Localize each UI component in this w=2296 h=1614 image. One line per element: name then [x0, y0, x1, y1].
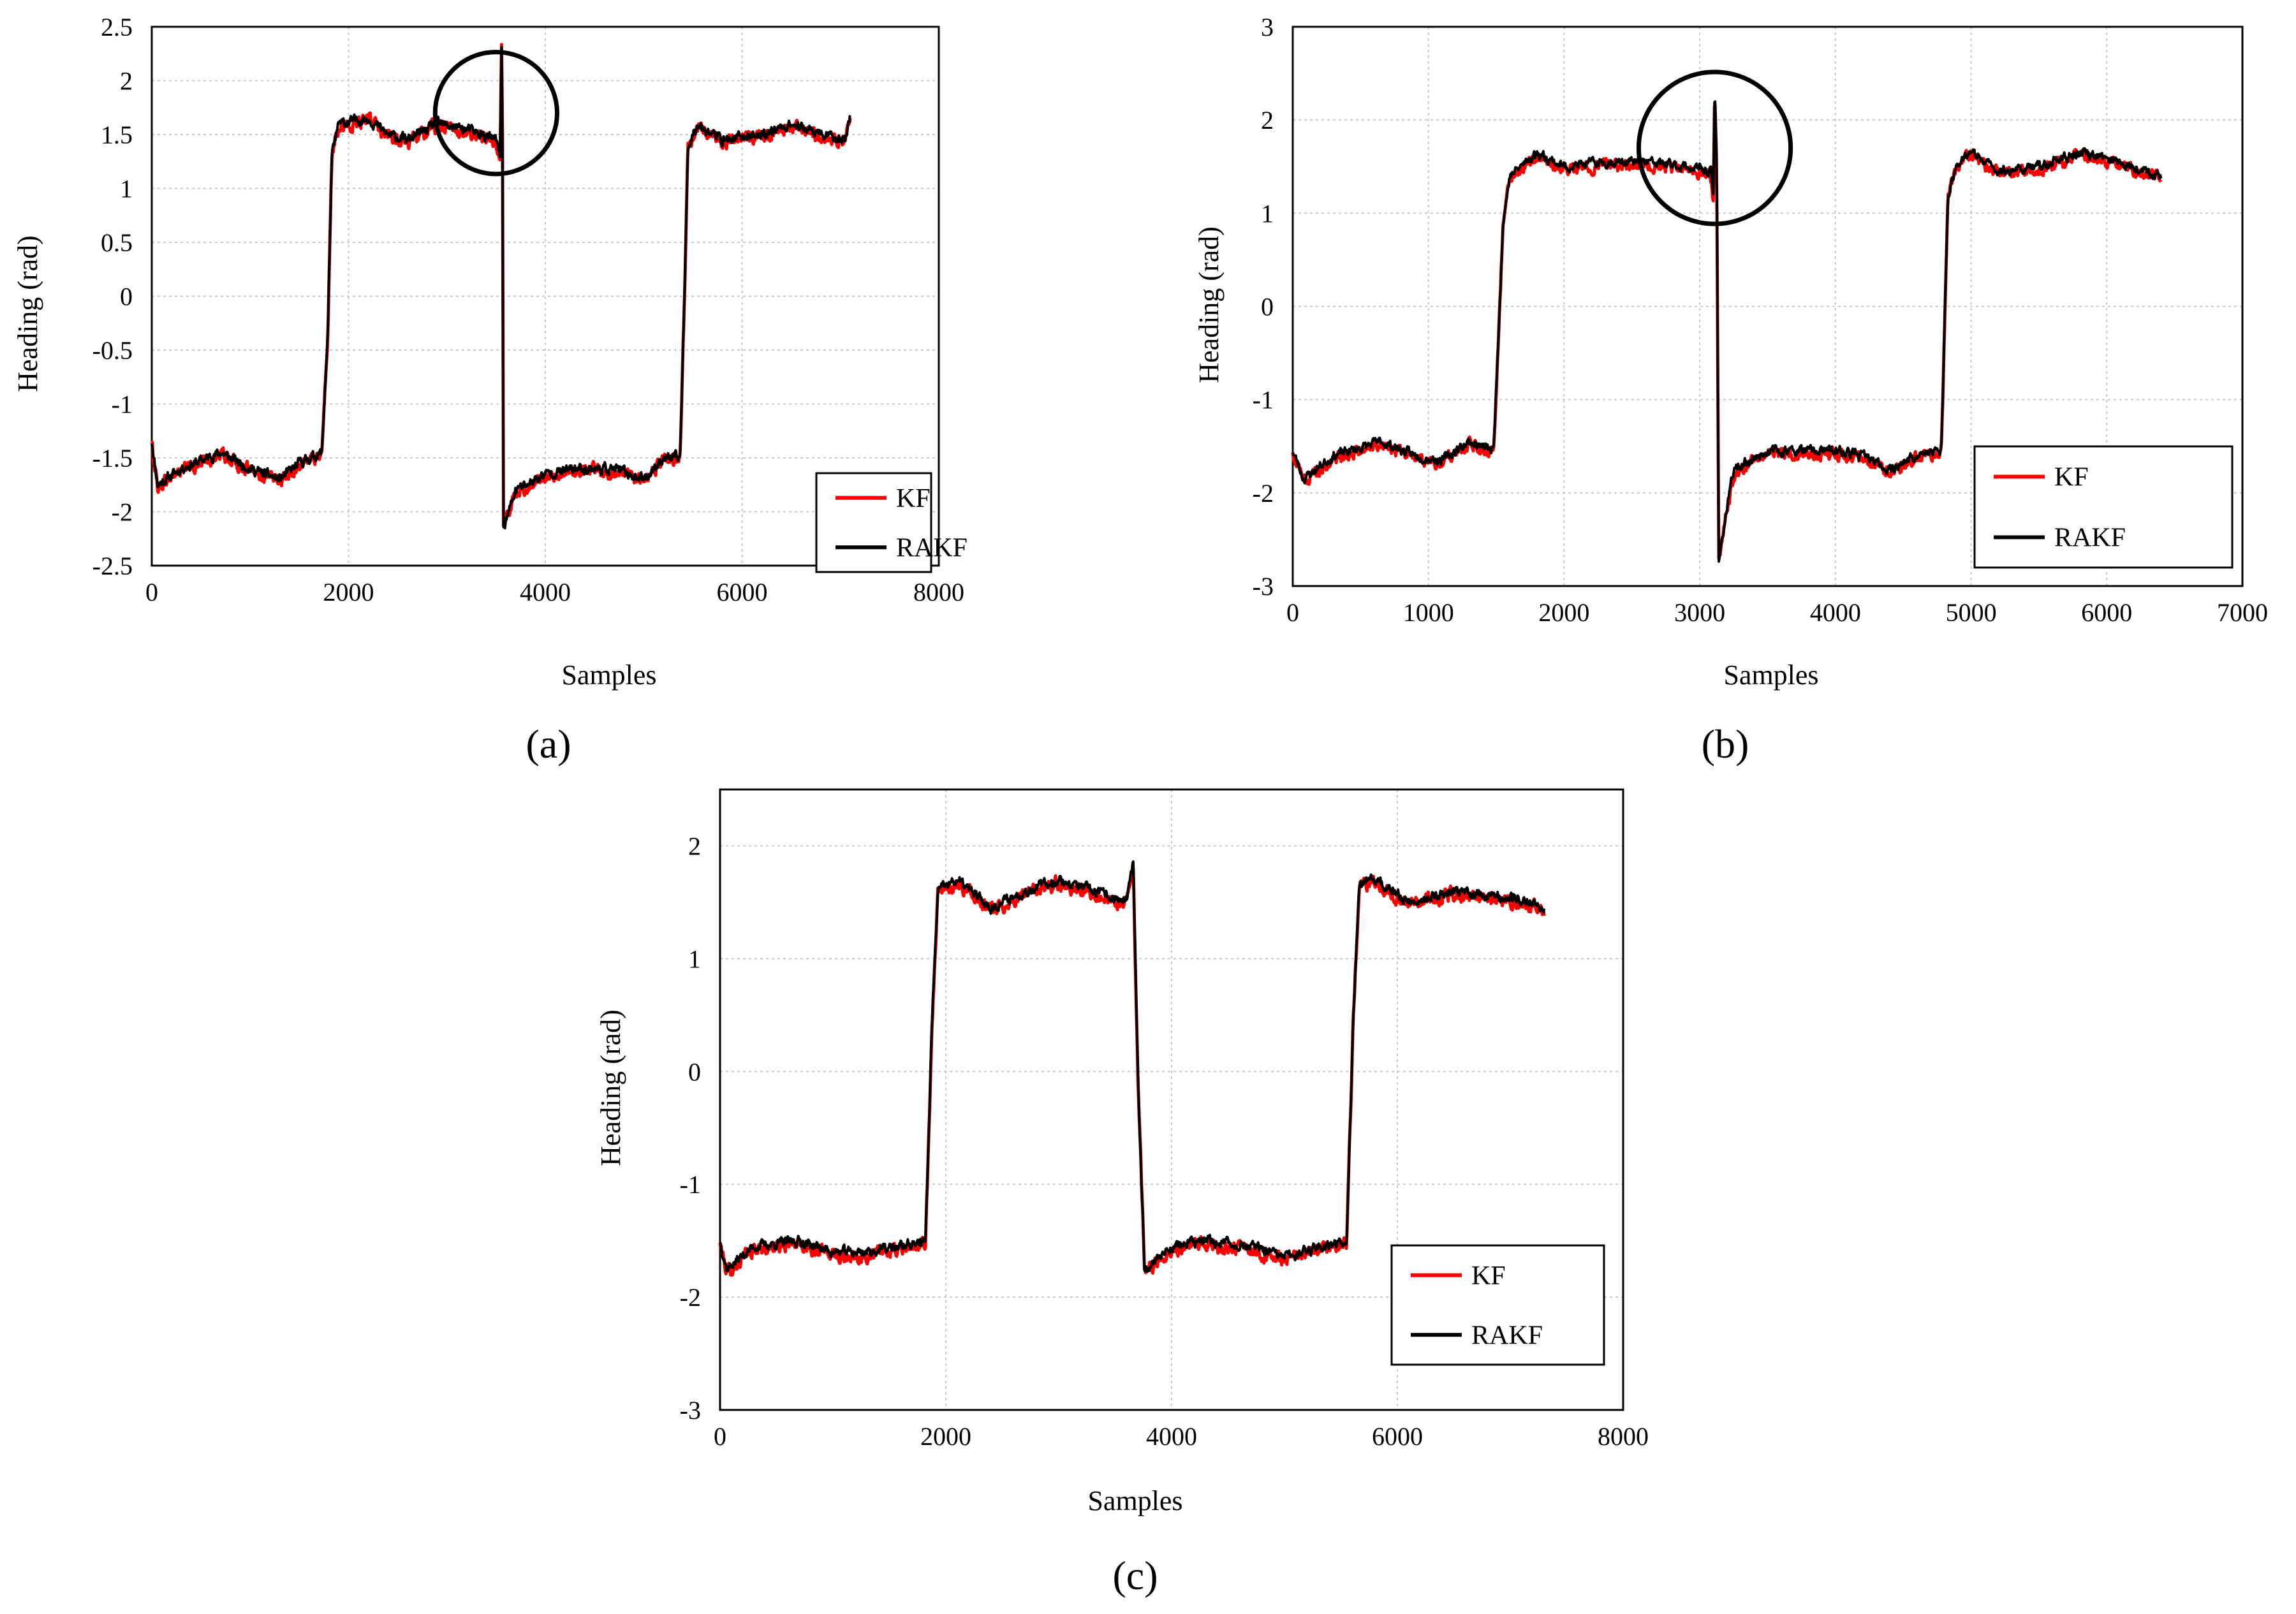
x-tick-label: 0: [145, 578, 158, 606]
y-tick-label: -2: [680, 1283, 701, 1312]
y-tick-label: -3: [680, 1396, 701, 1425]
legend-label-rakf: RAKF: [896, 533, 968, 562]
legend: KF RAKF: [1973, 445, 2233, 569]
x-tick-label: 3000: [1674, 598, 1725, 627]
x-tick-label: 4000: [520, 578, 571, 606]
chart-c-panel-label: (c): [1112, 1553, 1158, 1598]
chart-a-ylabel: Heading (rad): [12, 235, 43, 392]
plot-area-frame: [1292, 26, 2244, 587]
highlight-circle: [432, 50, 560, 177]
y-tick-label: 2: [120, 67, 133, 96]
chart-b: Heading (rad) Samples (b) 0 1000 2000 3000 4…: [1193, 13, 2268, 767]
chart-a-panel-label: (a): [526, 721, 571, 767]
x-tick-label: 2000: [1538, 598, 1589, 627]
plot-area-frame: [719, 788, 1624, 1411]
plot-area-frame: [151, 26, 940, 567]
y-tick-label: -1: [680, 1170, 701, 1199]
highlight-circle: [1636, 70, 1793, 226]
y-tick-label: 3: [1261, 13, 1274, 41]
chart-c-xlabel: Samples: [1087, 1485, 1182, 1516]
x-tick-label: 4000: [1146, 1422, 1197, 1451]
y-tick-label: -1: [112, 390, 133, 419]
legend: KF RAKF: [1390, 1244, 1605, 1366]
y-tick-label: -1.5: [92, 444, 133, 473]
x-tick-label: 5000: [1946, 598, 1997, 627]
y-tick-label: 1: [688, 944, 701, 973]
y-tick-label: -2.5: [92, 552, 133, 580]
y-tick-label: 1: [120, 175, 133, 203]
x-tick-label: 8000: [913, 578, 964, 606]
legend-label-rakf: RAKF: [2054, 524, 2126, 553]
x-tick-label: 6000: [717, 578, 768, 606]
x-tick-label: 0: [1286, 598, 1299, 627]
x-tick-label: 8000: [1598, 1422, 1649, 1451]
y-tick-label: 2: [688, 832, 701, 860]
x-tick-label: 7000: [2217, 598, 2268, 627]
y-tick-label: 0: [688, 1057, 701, 1086]
chart-a: Heading (rad) Samples (a) 0 2000 4000 6000 8…: [12, 13, 968, 767]
chart-b-ylabel: Heading (rad): [1193, 226, 1225, 383]
series-line-rakf: [1292, 100, 2163, 563]
y-tick-label: 0.5: [101, 228, 133, 257]
legend-label-rakf: RAKF: [1471, 1321, 1543, 1350]
series-line-rakf: [719, 860, 1546, 1273]
x-tick-label: 1000: [1403, 598, 1454, 627]
y-tick-label: 1.5: [101, 121, 133, 149]
chart-a-xlabel: Samples: [561, 659, 656, 691]
y-tick-label: -0.5: [92, 336, 133, 365]
legend-box: [1973, 445, 2233, 569]
x-tick-label: 2000: [920, 1422, 971, 1451]
chart-c-ylabel: Heading (rad): [595, 1009, 626, 1166]
x-tick-label: 4000: [1810, 598, 1861, 627]
chart-b-xlabel: Samples: [1723, 659, 1818, 691]
y-tick-label: -2: [112, 498, 133, 527]
x-tick-label: 6000: [1372, 1422, 1423, 1451]
x-tick-label: 0: [714, 1422, 726, 1451]
legend-box: [815, 472, 932, 573]
legend-label-kf: KF: [896, 484, 931, 513]
legend-label-kf: KF: [1471, 1261, 1506, 1291]
series-line-rakf: [151, 46, 851, 530]
y-tick-label: 1: [1261, 199, 1274, 228]
chart-b-panel-label: (b): [1702, 721, 1749, 767]
legend: KF RAKF: [815, 472, 968, 573]
x-tick-label: 6000: [2081, 598, 2132, 627]
y-tick-label: -1: [1253, 386, 1274, 415]
legend-label-kf: KF: [2054, 463, 2089, 492]
y-tick-label: 0: [120, 282, 133, 311]
y-tick-label: 0: [1261, 293, 1274, 321]
y-tick-label: 2.5: [101, 13, 133, 41]
legend-box: [1390, 1244, 1605, 1366]
chart-c: Heading (rad) Samples (c) 0 2000 4000 6000 8…: [595, 788, 1649, 1598]
y-tick-label: 2: [1261, 106, 1274, 135]
x-tick-label: 2000: [323, 578, 374, 606]
y-tick-label: -3: [1253, 572, 1274, 601]
y-tick-label: -2: [1253, 479, 1274, 508]
